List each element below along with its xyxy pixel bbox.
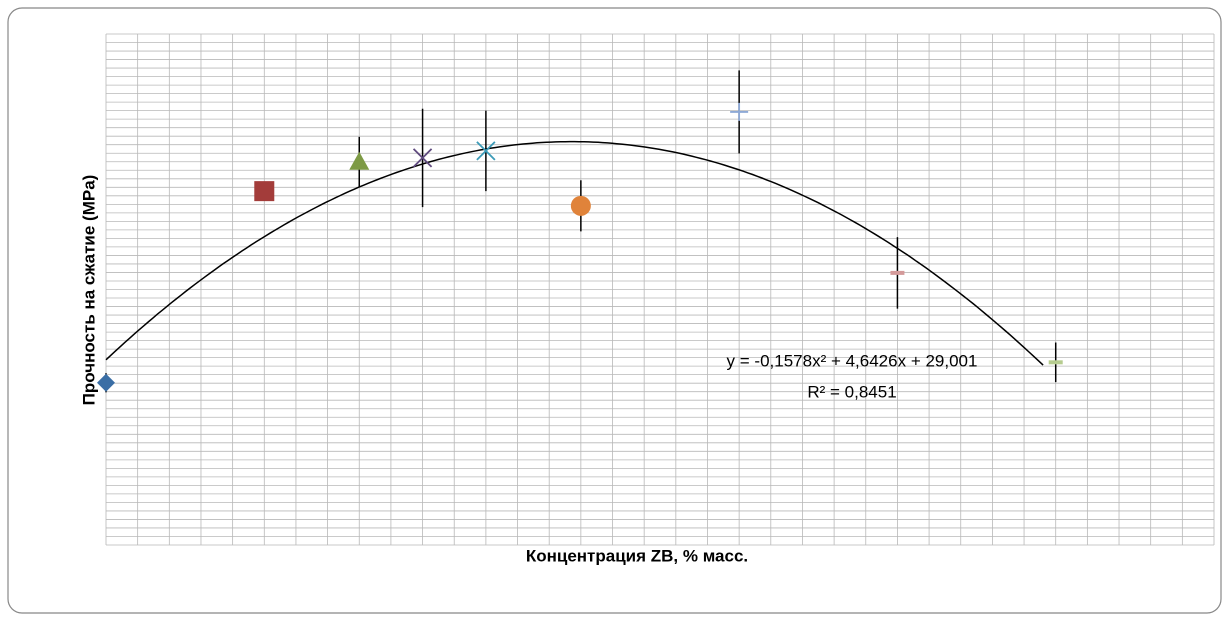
marker: [890, 270, 905, 275]
marker: [1048, 360, 1063, 365]
marker: [730, 102, 749, 121]
marker: [349, 151, 370, 170]
trendline: [105, 140, 1044, 366]
trend-r2: R² = 0,8451: [807, 382, 896, 401]
marker: [254, 181, 275, 202]
marker: [476, 141, 496, 161]
y-axis-label: Прочность на сжатие (MPa): [79, 175, 98, 406]
marker: [412, 148, 433, 168]
x-axis-label: Концентрация ZB, % масс.: [526, 546, 748, 565]
chart-frame: [7, 7, 1222, 614]
marker: [570, 195, 591, 216]
marker: [97, 373, 115, 392]
trend-equation: y = -0,1578x² + 4,6426x + 29,001: [727, 351, 978, 370]
grid: [105, 33, 1215, 546]
